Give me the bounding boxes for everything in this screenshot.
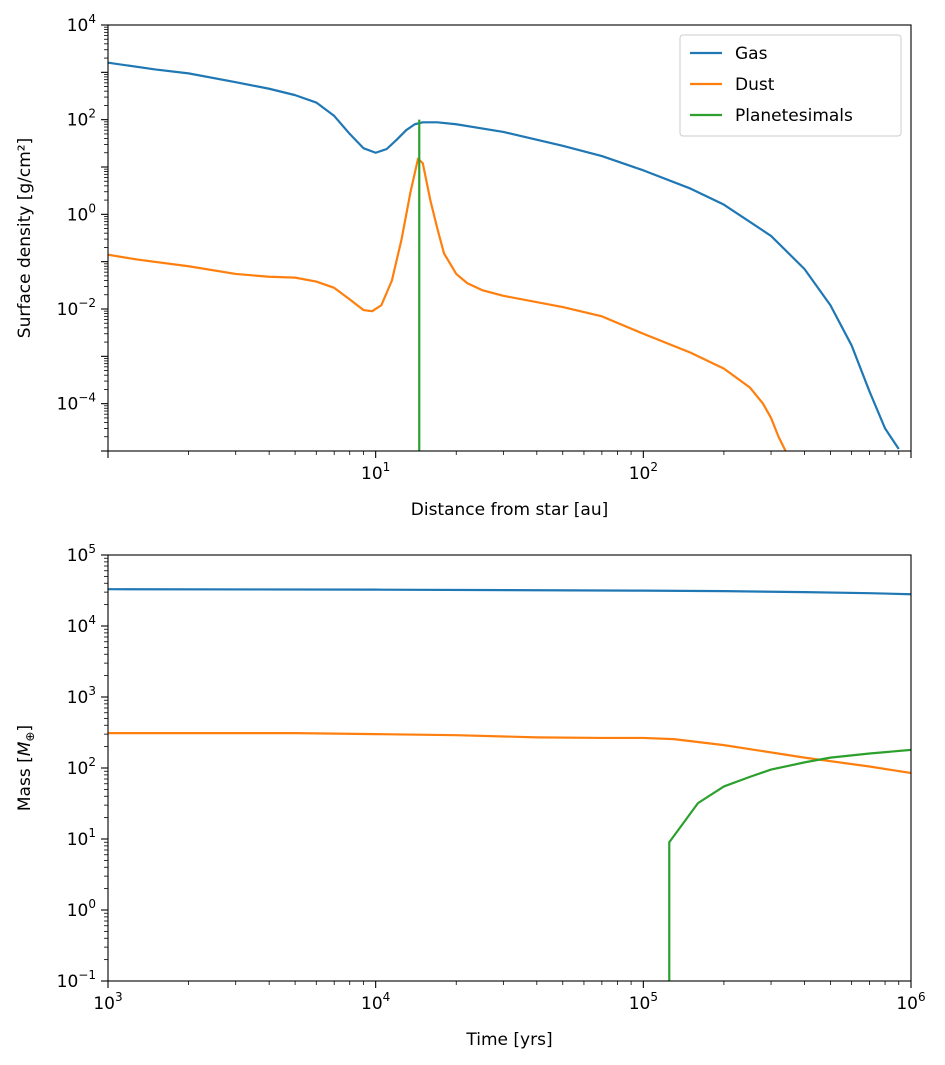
y-tick-label: 10−1 xyxy=(57,968,96,992)
legend-label-planetesimals: Planetesimals xyxy=(735,106,853,126)
y-tick-label: 102 xyxy=(67,755,96,779)
y-axis-label: Mass [M⊕] xyxy=(15,725,37,811)
plot-frame xyxy=(107,24,912,452)
x-tick-label: 102 xyxy=(629,460,658,484)
x-tick-label: 106 xyxy=(896,990,925,1014)
x-tick-label: 104 xyxy=(361,990,390,1014)
x-tick-label: 101 xyxy=(361,460,390,484)
series-line-dust xyxy=(108,732,911,775)
series-line-gas xyxy=(108,61,900,450)
x-tick-label: 105 xyxy=(629,990,658,1014)
y-tick-label: 100 xyxy=(67,201,96,225)
series-line-gas xyxy=(108,588,911,596)
series-line-planetesimals xyxy=(668,748,911,981)
series-line-dust xyxy=(108,157,787,451)
mass-panel: 103 104 105 106 10−1 100 101 102 103 104 105 Time [… xyxy=(15,542,926,1050)
legend-label-gas: Gas xyxy=(735,44,768,64)
y-tick-label: 100 xyxy=(67,897,96,921)
x-axis-label: Distance from star [au] xyxy=(411,500,609,520)
y-axis-label: Surface density [g/cm²] xyxy=(15,138,35,338)
series-group xyxy=(108,61,900,451)
y-tick-label: 103 xyxy=(67,684,96,708)
legend-label-dust: Dust xyxy=(735,75,775,95)
y-tick-label: 104 xyxy=(67,613,96,637)
legend: Gas Dust Planetesimals xyxy=(679,34,902,137)
legend-box xyxy=(679,34,902,137)
x-tick-label: 103 xyxy=(93,990,122,1014)
y-tick-label: 102 xyxy=(67,107,96,131)
plot-frame xyxy=(107,554,912,982)
surface-density-panel: 101 102 10−4 10−2 100 102 104 Distance from sta… xyxy=(15,12,912,520)
y-tick-label: 101 xyxy=(67,826,96,850)
y-tick-label: 105 xyxy=(67,542,96,566)
y-tick-label: 10−4 xyxy=(57,391,96,415)
series-group xyxy=(108,588,911,981)
x-axis-label: Time [yrs] xyxy=(465,1030,552,1050)
y-tick-label: 104 xyxy=(67,12,96,36)
y-tick-label: 10−2 xyxy=(57,296,96,320)
